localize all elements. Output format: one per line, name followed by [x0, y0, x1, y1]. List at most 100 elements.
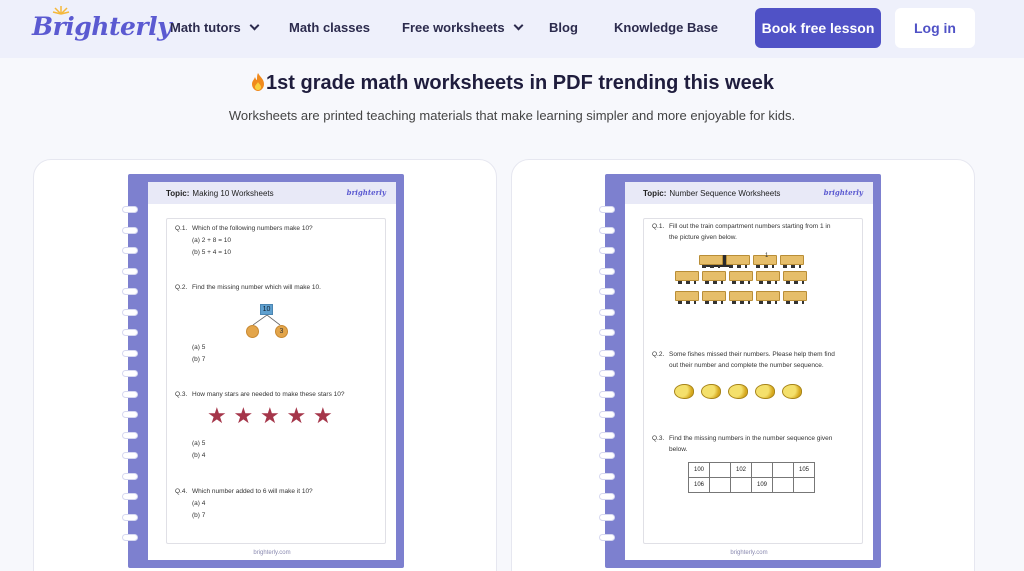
topic-label: Topic:: [643, 188, 667, 198]
worksheet-card-number-sequence[interactable]: Topic: Number Sequence Worksheets bright…: [511, 159, 975, 571]
worksheet-preview[interactable]: Topic: Number Sequence Worksheets bright…: [599, 174, 881, 568]
binding-ring: [599, 206, 615, 213]
star-icon: ★: [313, 403, 333, 428]
star-icon: ★: [260, 403, 280, 428]
page-title-text: 1st grade math worksheets in PDF trendin…: [266, 72, 774, 94]
binding-ring: [122, 472, 138, 480]
binding-ring: [122, 288, 138, 295]
nav-math-tutors[interactable]: Math tutors: [170, 20, 260, 35]
train-car: [729, 291, 753, 304]
train-car: [729, 271, 753, 284]
sequence-cell: [730, 477, 752, 493]
page-subtitle: Worksheets are printed teaching material…: [228, 108, 796, 123]
nav-blog-label: Blog: [549, 20, 578, 35]
train-car: [702, 271, 726, 284]
question-number: Q.1.: [652, 223, 665, 230]
binding-ring: [599, 534, 615, 541]
nav-math-tutors-label: Math tutors: [170, 20, 241, 35]
question-text: Which of the following numbers make 10?: [192, 225, 313, 232]
binding-ring: [599, 288, 615, 295]
worksheet-card-making-10[interactable]: Topic: Making 10 Worksheets brighterly Q…: [33, 159, 497, 571]
train-car: [783, 291, 807, 304]
binding-ring: [122, 431, 138, 439]
worksheet-logo: brighterly: [823, 188, 863, 197]
question-3: Q.3. How many stars are needed to make th…: [175, 391, 344, 398]
question-2: Q.2. Some fishes missed their numbers. Pl…: [652, 351, 835, 358]
binding-ring: [599, 513, 615, 521]
sequence-cell: [772, 477, 794, 493]
nav-free-worksheets-label: Free worksheets: [402, 20, 505, 35]
chevron-down-icon: [249, 20, 260, 31]
sequence-cell: [772, 462, 794, 478]
topic-label: Topic:: [166, 188, 190, 198]
question-2: Q.2. Find the missing number which will m…: [175, 284, 321, 291]
train-car: [675, 271, 699, 284]
fish-icon: [755, 384, 775, 399]
topic-title: Number Sequence Worksheets: [669, 188, 781, 198]
option-b: (b) 7: [192, 512, 206, 519]
worksheet-preview[interactable]: Topic: Making 10 Worksheets brighterly Q…: [122, 174, 404, 568]
nav-math-classes-label: Math classes: [289, 20, 370, 35]
question-number: Q.1.: [175, 225, 188, 232]
binding-ring: [122, 390, 138, 398]
star-icon: ★: [233, 403, 254, 428]
binding-ring: [599, 247, 615, 254]
sequence-cell: 105: [793, 462, 815, 478]
question-number: Q.3.: [175, 391, 188, 398]
train-car: [756, 291, 780, 304]
binding-ring: [599, 411, 615, 418]
train-car: [756, 271, 780, 284]
sequence-cell: 106: [688, 477, 710, 493]
binding-ring: [122, 267, 138, 275]
question-number: Q.4.: [175, 488, 188, 495]
binding-ring: [122, 534, 138, 541]
number-bond-missing: [246, 325, 259, 338]
binding-ring: [122, 493, 138, 500]
binding-ring: [599, 267, 615, 275]
fish-icon: [782, 384, 802, 399]
brighterly-logo[interactable]: Brighterly: [32, 6, 172, 41]
binding-ring: [122, 308, 138, 316]
question-4: Q.4. Which number added to 6 will make it…: [175, 488, 313, 495]
option-a: (a) 2 + 8 = 10: [192, 237, 232, 244]
book-free-lesson-button[interactable]: Book free lesson: [755, 8, 881, 48]
question-text: Fill out the train compartment numbers s…: [669, 223, 831, 230]
sun-icon: [52, 6, 70, 15]
nav-math-classes[interactable]: Math classes: [289, 20, 370, 35]
binding-ring: [599, 493, 615, 500]
number-bond-lines: [252, 315, 281, 325]
binding-ring: [599, 452, 615, 459]
nav-free-worksheets[interactable]: Free worksheets: [402, 20, 524, 35]
nav-blog[interactable]: Blog: [549, 20, 578, 35]
top-navigation: Brighterly Math tutors Math classes Free…: [0, 0, 1024, 58]
questions-box: Q.1. Fill out the train compartment numbe…: [643, 218, 863, 544]
number-sequence-table: 100 102 105 106 109: [688, 462, 815, 493]
question-text: Which number added to 6 will make it 10?: [192, 488, 313, 495]
star-icon: ★: [207, 403, 227, 428]
question-3: Q.3. Find the missing numbers in the numb…: [652, 435, 832, 442]
option-a: (a) 4: [192, 500, 206, 507]
sequence-row: 100 102 105: [688, 462, 815, 478]
option-b: (b) 4: [192, 452, 206, 459]
binding-ring: [122, 349, 138, 357]
question-text: Find the missing numbers in the number s…: [669, 435, 833, 442]
binding-ring: [122, 206, 138, 213]
sequence-row: 106 109: [688, 477, 815, 493]
binding-ring: [122, 370, 138, 377]
login-button[interactable]: Log in: [895, 8, 975, 48]
logo-text: Brighterly: [32, 12, 172, 41]
worksheet-footer: brighterly.com: [730, 550, 768, 556]
binding-ring: [122, 247, 138, 254]
chevron-down-icon: [513, 20, 524, 31]
number-bond-part: 3: [275, 325, 288, 338]
sequence-cell: [751, 462, 773, 478]
option-a: (a) 5: [192, 440, 206, 447]
train-car: [675, 291, 699, 304]
binding-ring: [122, 452, 138, 459]
question-text: Some fishes missed their numbers. Please…: [669, 351, 835, 358]
sequence-cell: 109: [751, 477, 773, 493]
question-text-continued: the picture given below.: [669, 234, 737, 241]
worksheet-logo: brighterly: [346, 188, 386, 197]
nav-knowledge-base[interactable]: Knowledge Base: [614, 20, 718, 35]
sequence-cell: [709, 462, 731, 478]
